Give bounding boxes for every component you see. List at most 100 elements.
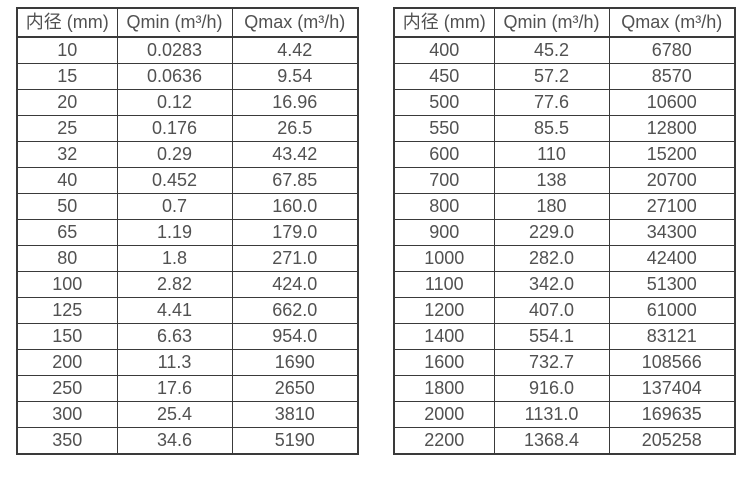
cell-qmax: 179.0 [231, 219, 359, 246]
cell-qmin: 0.7 [116, 193, 233, 220]
cell-qmax: 12800 [608, 115, 736, 142]
cell-qmin: 85.5 [493, 115, 610, 142]
table-row: 1400 554.1 83121 [393, 323, 736, 350]
cell-inner-diameter: 550 [393, 115, 495, 142]
cell-qmin: 110 [493, 141, 610, 168]
cell-inner-diameter: 800 [393, 193, 495, 220]
cell-inner-diameter: 200 [16, 349, 118, 376]
cell-qmax: 271.0 [231, 245, 359, 272]
cell-qmin: 0.176 [116, 115, 233, 142]
flow-spec-table-small-diameters: 内径 (mm) Qmin (m³/h) Qmax (m³/h) 10 0.0283 4.4… [16, 7, 359, 455]
table-row: 10 0.0283 4.42 [16, 36, 359, 64]
cell-qmax: 26.5 [231, 115, 359, 142]
cell-qmin: 45.2 [493, 36, 610, 64]
table-row: 300 25.4 3810 [16, 401, 359, 428]
cell-qmax: 662.0 [231, 297, 359, 324]
cell-inner-diameter: 150 [16, 323, 118, 350]
cell-qmax: 3810 [231, 401, 359, 428]
cell-qmax: 205258 [608, 427, 736, 455]
table-row: 15 0.0636 9.54 [16, 63, 359, 90]
column-header-qmax: Qmax (m³/h) [231, 7, 359, 38]
cell-qmax: 15200 [608, 141, 736, 168]
table-row: 800 180 27100 [393, 193, 736, 220]
cell-qmax: 954.0 [231, 323, 359, 350]
table-row: 25 0.176 26.5 [16, 115, 359, 142]
cell-qmin: 25.4 [116, 401, 233, 428]
cell-inner-diameter: 900 [393, 219, 495, 246]
cell-qmax: 34300 [608, 219, 736, 246]
cell-inner-diameter: 80 [16, 245, 118, 272]
cell-inner-diameter: 1200 [393, 297, 495, 324]
column-header-qmin: Qmin (m³/h) [116, 7, 233, 38]
cell-qmax: 160.0 [231, 193, 359, 220]
column-header-qmax: Qmax (m³/h) [608, 7, 736, 38]
cell-inner-diameter: 100 [16, 271, 118, 298]
cell-inner-diameter: 40 [16, 167, 118, 194]
cell-qmin: 916.0 [493, 375, 610, 402]
cell-qmin: 17.6 [116, 375, 233, 402]
cell-qmax: 27100 [608, 193, 736, 220]
cell-qmin: 282.0 [493, 245, 610, 272]
cell-qmax: 169635 [608, 401, 736, 428]
cell-inner-diameter: 300 [16, 401, 118, 428]
cell-qmax: 43.42 [231, 141, 359, 168]
header-row: 内径 (mm) Qmin (m³/h) Qmax (m³/h) [16, 7, 359, 38]
cell-qmax: 20700 [608, 167, 736, 194]
table-row: 1200 407.0 61000 [393, 297, 736, 324]
cell-inner-diameter: 2000 [393, 401, 495, 428]
cell-qmax: 424.0 [231, 271, 359, 298]
cell-qmin: 554.1 [493, 323, 610, 350]
table-row: 450 57.2 8570 [393, 63, 736, 90]
table-row: 900 229.0 34300 [393, 219, 736, 246]
cell-qmin: 0.452 [116, 167, 233, 194]
table-row: 350 34.6 5190 [16, 427, 359, 455]
cell-inner-diameter: 25 [16, 115, 118, 142]
table-row: 65 1.19 179.0 [16, 219, 359, 246]
cell-inner-diameter: 400 [393, 36, 495, 64]
cell-qmin: 4.41 [116, 297, 233, 324]
cell-qmax: 2650 [231, 375, 359, 402]
cell-qmin: 57.2 [493, 63, 610, 90]
cell-inner-diameter: 1600 [393, 349, 495, 376]
table-row: 50 0.7 160.0 [16, 193, 359, 220]
cell-qmin: 138 [493, 167, 610, 194]
cell-qmax: 137404 [608, 375, 736, 402]
cell-inner-diameter: 15 [16, 63, 118, 90]
cell-qmin: 0.0636 [116, 63, 233, 90]
table-row: 80 1.8 271.0 [16, 245, 359, 272]
cell-qmax: 16.96 [231, 89, 359, 116]
table-row: 40 0.452 67.85 [16, 167, 359, 194]
cell-qmax: 5190 [231, 427, 359, 455]
cell-qmin: 0.0283 [116, 36, 233, 64]
cell-inner-diameter: 1400 [393, 323, 495, 350]
cell-qmax: 9.54 [231, 63, 359, 90]
header-row: 内径 (mm) Qmin (m³/h) Qmax (m³/h) [393, 7, 736, 38]
cell-inner-diameter: 1000 [393, 245, 495, 272]
table-row: 125 4.41 662.0 [16, 297, 359, 324]
cell-inner-diameter: 350 [16, 427, 118, 455]
cell-qmin: 1.19 [116, 219, 233, 246]
cell-qmin: 1.8 [116, 245, 233, 272]
table-row: 700 138 20700 [393, 167, 736, 194]
cell-inner-diameter: 700 [393, 167, 495, 194]
cell-qmin: 229.0 [493, 219, 610, 246]
cell-qmin: 34.6 [116, 427, 233, 455]
cell-inner-diameter: 50 [16, 193, 118, 220]
table-row: 1100 342.0 51300 [393, 271, 736, 298]
cell-qmin: 732.7 [493, 349, 610, 376]
cell-qmin: 1368.4 [493, 427, 610, 455]
table-row: 1600 732.7 108566 [393, 349, 736, 376]
cell-qmax: 10600 [608, 89, 736, 116]
cell-qmin: 77.6 [493, 89, 610, 116]
cell-qmax: 1690 [231, 349, 359, 376]
column-header-qmin: Qmin (m³/h) [493, 7, 610, 38]
table-row: 2000 1131.0 169635 [393, 401, 736, 428]
table-row: 400 45.2 6780 [393, 36, 736, 64]
cell-inner-diameter: 20 [16, 89, 118, 116]
column-header-inner-diameter: 内径 (mm) [16, 7, 118, 38]
cell-inner-diameter: 65 [16, 219, 118, 246]
cell-inner-diameter: 600 [393, 141, 495, 168]
cell-qmax: 67.85 [231, 167, 359, 194]
cell-qmin: 0.12 [116, 89, 233, 116]
cell-qmax: 42400 [608, 245, 736, 272]
